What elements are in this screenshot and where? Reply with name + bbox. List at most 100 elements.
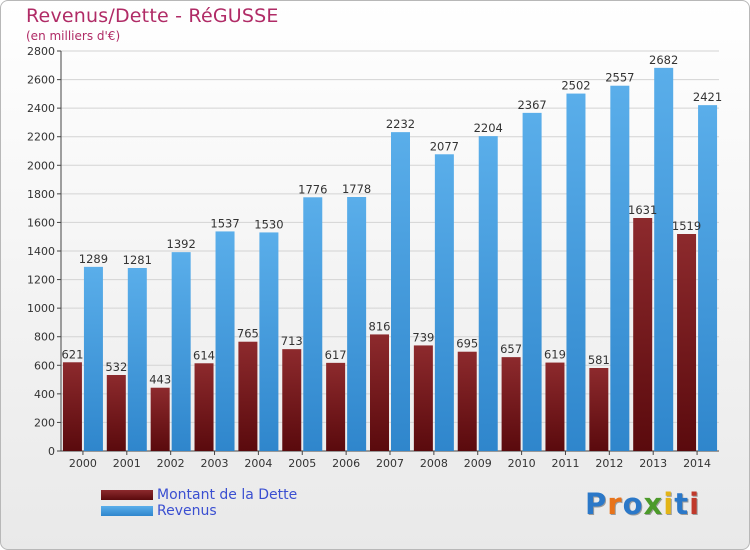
x-tick-label: 2000 — [69, 457, 97, 470]
y-tick-label: 2000 — [27, 159, 55, 172]
data-label-dette: 581 — [588, 353, 610, 367]
data-label-dette: 621 — [61, 347, 83, 361]
bar-revenus — [566, 93, 586, 452]
y-tick-label: 600 — [34, 359, 55, 372]
axes: 0 200 400 600 800 1000 1200 1400 1600 1800 2000 220… — [27, 45, 719, 470]
data-label-revenus: 2421 — [693, 90, 722, 104]
legend-swatch-revenus — [101, 506, 153, 516]
y-tick-label: 1200 — [27, 274, 55, 287]
bar-revenus — [698, 105, 718, 452]
proxiti-logo: Proxiti — [585, 487, 700, 521]
bar-revenus — [654, 67, 674, 451]
y-tick-label: 1000 — [27, 302, 55, 315]
data-label-revenus: 1281 — [123, 253, 152, 267]
y-tick-label: 2800 — [27, 45, 55, 58]
legend-label-revenus: Revenus — [157, 503, 217, 519]
grid-lines — [61, 50, 719, 452]
bar-revenus — [303, 197, 323, 451]
bar-revenus — [434, 154, 454, 452]
bar-revenus — [347, 197, 367, 451]
x-tick-label: 2009 — [464, 457, 492, 470]
y-tick-label: 800 — [34, 331, 55, 344]
logo-letter: t — [674, 487, 690, 521]
data-label-dette: 619 — [544, 348, 566, 362]
bar-dette — [501, 357, 521, 451]
logo-letter: x — [643, 487, 664, 521]
bar-dette — [282, 349, 302, 451]
bar-dette — [457, 351, 477, 451]
bar-dette — [106, 375, 126, 451]
data-label-dette: 695 — [456, 337, 478, 351]
x-tick-label: 2012 — [595, 457, 623, 470]
x-tick-label: 2014 — [683, 457, 711, 470]
x-tick-label: 2006 — [332, 457, 360, 470]
data-label-dette: 443 — [149, 373, 171, 387]
data-label-dette: 1631 — [628, 203, 657, 217]
legend-swatch-dette — [101, 490, 153, 500]
logo-letter: r — [607, 487, 623, 521]
x-tick-label: 2008 — [420, 457, 448, 470]
legend-label-dette: Montant de la Dette — [157, 487, 298, 503]
bar-dette — [62, 362, 82, 451]
data-label-revenus: 2204 — [474, 121, 503, 135]
bar-dette — [150, 387, 170, 451]
bar-revenus — [171, 252, 191, 451]
bar-revenus — [391, 132, 410, 451]
bar-revenus — [215, 231, 235, 451]
logo-letter: i — [663, 487, 675, 521]
bar-revenus — [522, 112, 542, 451]
y-tick-label: 1600 — [27, 216, 55, 229]
x-tick-label: 2001 — [113, 457, 141, 470]
x-tick-label: 2011 — [551, 457, 579, 470]
data-label-revenus: 1530 — [254, 217, 283, 231]
x-tick-label: 2002 — [157, 457, 185, 470]
data-label-dette: 617 — [325, 348, 347, 362]
bar-dette — [194, 363, 214, 451]
bar-dette — [545, 362, 565, 451]
y-tick-label: 2400 — [27, 102, 55, 115]
data-label-revenus: 1289 — [79, 252, 108, 266]
chart-subtitle: (en milliers d'€) — [26, 29, 121, 43]
data-label-revenus: 1776 — [298, 182, 327, 196]
data-label-revenus: 2367 — [517, 98, 546, 112]
bar-dette — [238, 341, 258, 451]
data-label-dette: 816 — [369, 319, 391, 333]
bar-dette — [370, 334, 389, 451]
x-tick-label: 2004 — [244, 457, 272, 470]
y-tick-label: 200 — [34, 416, 55, 429]
y-tick-label: 0 — [48, 445, 55, 458]
chart-title: Revenus/Dette - RéGUSSE — [26, 5, 279, 27]
bar-revenus — [83, 266, 103, 451]
x-tick-label: 2010 — [508, 457, 536, 470]
bars — [62, 67, 718, 452]
bar-revenus — [259, 232, 279, 451]
data-label-dette: 614 — [193, 348, 215, 362]
y-tick-label: 1800 — [27, 188, 55, 201]
y-tick-label: 2600 — [27, 74, 55, 87]
y-tick-label: 2200 — [27, 131, 55, 144]
data-label-revenus: 2502 — [561, 79, 590, 93]
bar-revenus — [610, 85, 630, 451]
data-label-dette: 739 — [412, 330, 434, 344]
data-label-revenus: 2232 — [386, 117, 415, 131]
bar-revenus — [478, 136, 498, 451]
data-label-dette: 765 — [237, 327, 259, 341]
logo-letter: o — [622, 487, 644, 521]
bar-dette — [326, 362, 346, 451]
y-tick-label: 400 — [34, 388, 55, 401]
data-label-revenus: 2077 — [430, 139, 459, 153]
bar-revenus — [127, 268, 147, 451]
bar-dette — [589, 368, 609, 451]
logo-letter: i — [689, 487, 701, 521]
data-label-dette: 532 — [105, 360, 127, 374]
bar-dette — [633, 218, 653, 451]
bar-dette — [413, 345, 433, 451]
x-tick-label: 2003 — [201, 457, 229, 470]
x-tick-label: 2005 — [288, 457, 316, 470]
data-label-revenus: 1537 — [210, 216, 239, 230]
data-label-revenus: 2682 — [649, 53, 678, 67]
value-labels: 621 1289 532 1281 443 1392 614 1537 765 1530 713 17… — [61, 53, 722, 387]
x-tick-label: 2013 — [639, 457, 667, 470]
y-tick-label: 1400 — [27, 245, 55, 258]
